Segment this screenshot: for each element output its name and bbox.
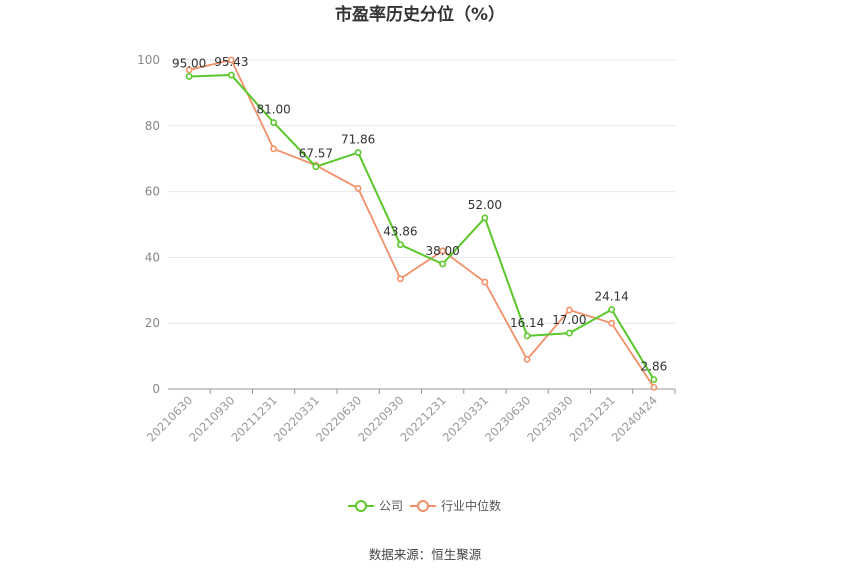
- series-layer: [185, 56, 658, 391]
- point-company: [650, 376, 658, 383]
- y-tick-label: 60: [145, 185, 160, 199]
- series-line-company: [189, 74, 655, 381]
- point-company: [270, 119, 278, 126]
- data-label: 16.14: [510, 316, 544, 330]
- y-axis: 0 20 40 60 80 100: [137, 53, 160, 396]
- y-tick-label: 0: [152, 382, 160, 396]
- point-industry-median: [608, 319, 616, 327]
- chart-title: 市盈率历史分位（%）: [335, 4, 505, 25]
- point-company: [481, 214, 489, 222]
- data-label: 24.14: [594, 290, 628, 304]
- data-label: 38.00: [425, 244, 459, 258]
- point-company: [396, 241, 404, 249]
- point-company: [185, 73, 193, 80]
- legend-label: 行业中位数: [441, 498, 501, 513]
- data-label: 67.57: [299, 147, 333, 161]
- x-tick-label: 20240424: [609, 393, 660, 444]
- point-industry-median: [396, 275, 404, 283]
- point-company: [354, 149, 362, 156]
- data-label: 95.43: [214, 55, 248, 69]
- legend-marker: [417, 500, 429, 512]
- data-label: 43.86: [383, 225, 417, 239]
- y-tick-label: 20: [145, 316, 160, 330]
- point-company: [608, 306, 616, 313]
- legend-marker: [355, 500, 367, 512]
- point-industry-median: [565, 306, 573, 314]
- point-industry-median: [227, 56, 235, 64]
- data-label: 95.00: [172, 56, 206, 70]
- legend-item-industry-median[interactable]: 行业中位数: [410, 498, 501, 513]
- point-industry-median: [185, 66, 193, 74]
- data-label: 52.00: [468, 198, 502, 212]
- y-tick-label: 40: [145, 250, 160, 264]
- point-industry-median: [481, 278, 489, 286]
- point-industry-median: [523, 355, 531, 363]
- data-label: 17.00: [552, 313, 586, 327]
- point-industry-median: [270, 145, 278, 153]
- point-industry-median: [650, 383, 658, 391]
- point-industry-median: [439, 247, 447, 255]
- y-tick-label: 80: [145, 119, 160, 133]
- data-label: 71.86: [341, 133, 375, 147]
- legend-item-company[interactable]: 公司: [348, 499, 403, 513]
- data-label: 81.00: [256, 103, 290, 117]
- point-industry-median: [354, 184, 362, 192]
- series-line-industry-median: [188, 59, 655, 388]
- point-company: [523, 332, 531, 340]
- y-tick-label: 100: [137, 53, 160, 67]
- data-label: 2.86: [641, 360, 668, 374]
- legend[interactable]: 公司 行业中位数: [348, 498, 501, 513]
- data-labels: 95.00 95.43 81.00 67.57 71.86 43.86 38.00 52.00…: [172, 55, 667, 374]
- legend-label: 公司: [379, 499, 403, 513]
- point-company: [565, 329, 573, 337]
- x-axis: 2021063020210930202112312022033120220630…: [144, 388, 676, 445]
- grid-lines: [168, 59, 675, 324]
- point-company: [312, 163, 320, 171]
- source-note: 数据来源：恒生聚源: [369, 547, 482, 562]
- point-company: [439, 260, 447, 268]
- point-company: [227, 71, 235, 79]
